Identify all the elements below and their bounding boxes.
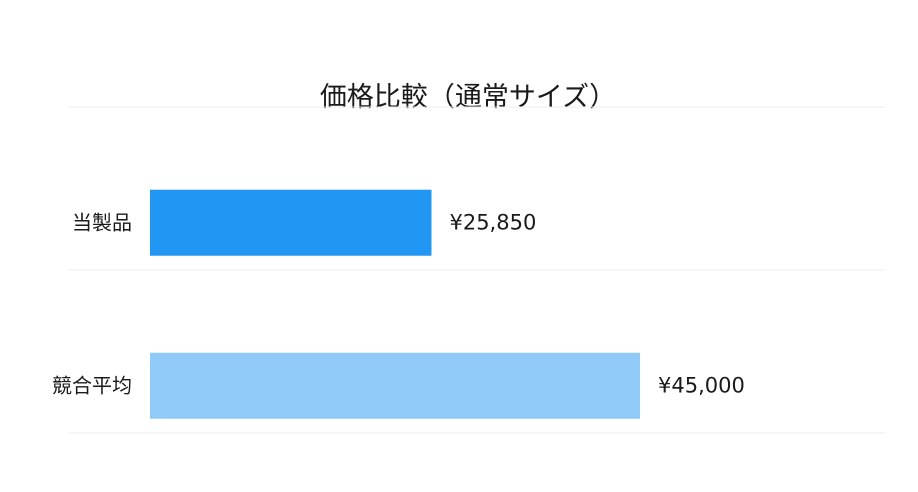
gridlines (68, 106, 885, 434)
bar-1 (150, 189, 432, 256)
value-label: ¥25,850 (449, 211, 536, 235)
value-labels: ¥25,850 ¥45,000 (449, 211, 744, 398)
chart-title: 価格比較（通常サイズ） (320, 82, 616, 113)
category-label: 競合平均 (52, 374, 132, 398)
value-label: ¥45,000 (658, 374, 745, 398)
category-label: 当製品 (72, 211, 132, 235)
bar-2 (150, 352, 640, 419)
bars-group (150, 189, 640, 419)
